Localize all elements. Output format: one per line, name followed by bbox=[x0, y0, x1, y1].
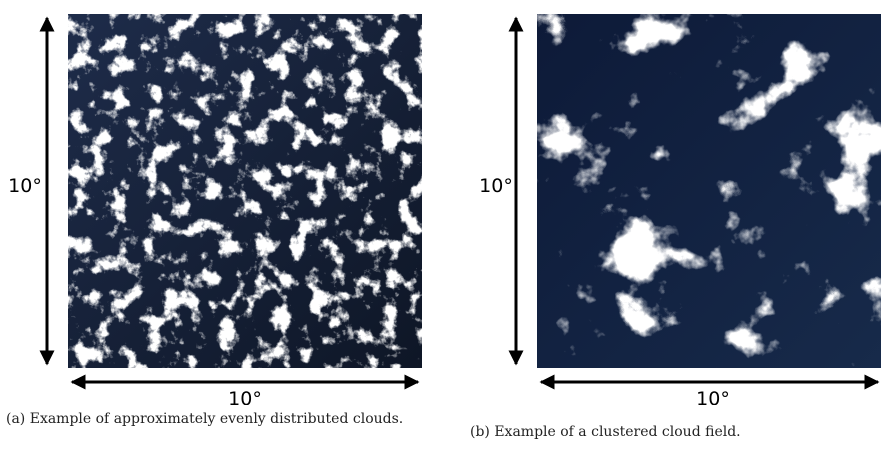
image-a bbox=[68, 14, 422, 368]
height-label: 10° bbox=[8, 175, 42, 197]
figure: 10° 10° 10° 10° bbox=[0, 0, 881, 405]
width-label: 10° bbox=[228, 388, 262, 405]
image-b bbox=[537, 14, 881, 368]
height-label: 10° bbox=[479, 175, 513, 197]
caption: (a) Example of approximately evenly dist… bbox=[6, 409, 426, 430]
caption: (b) Example of a clustered cloud field. bbox=[470, 422, 870, 443]
width-label: 10° bbox=[696, 388, 730, 405]
page: 10° 10° 10° 10° (a) Example of approxima… bbox=[0, 0, 881, 462]
